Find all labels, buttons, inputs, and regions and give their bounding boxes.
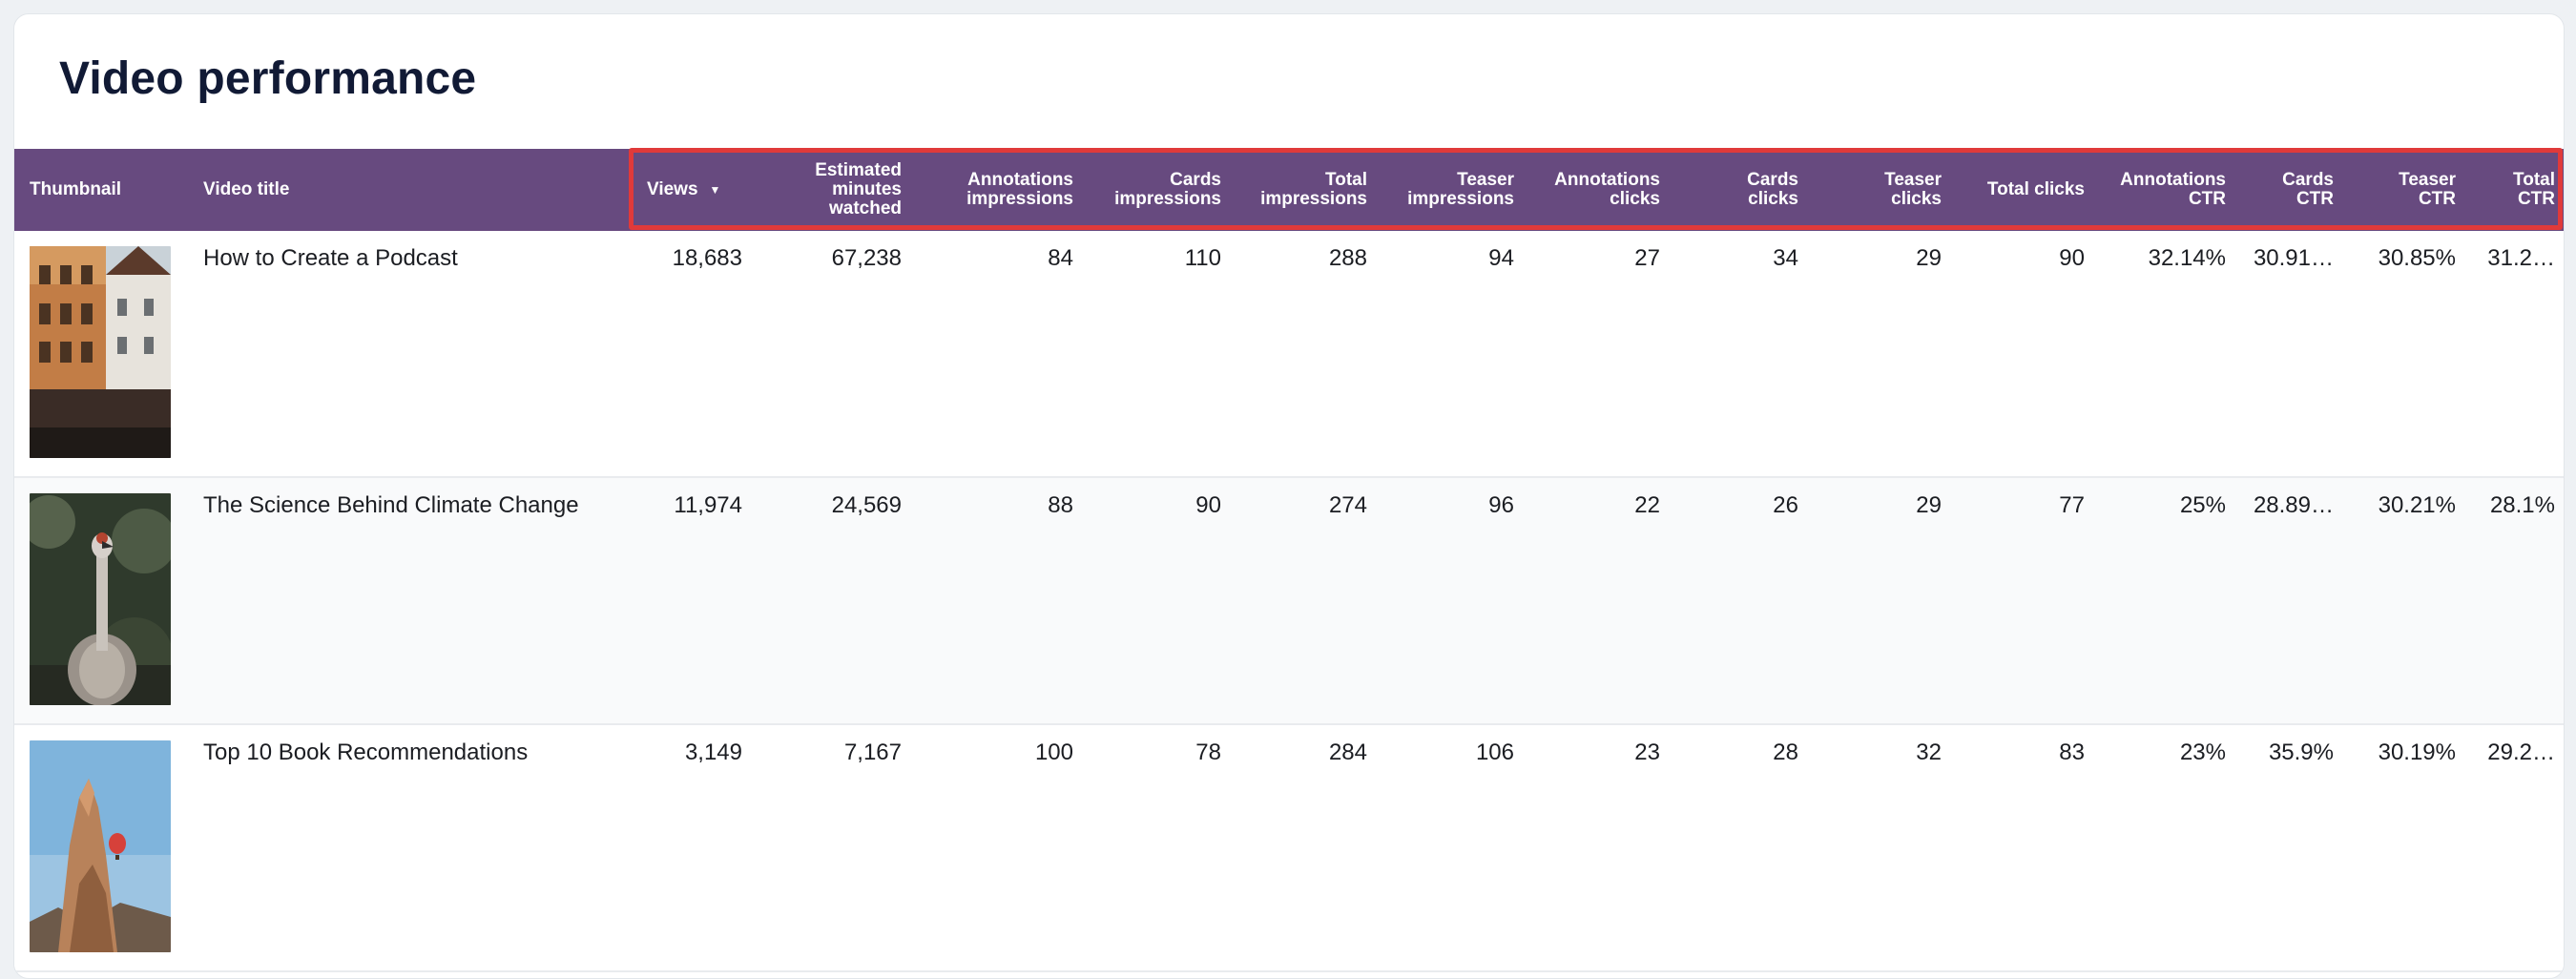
estimated-minutes-watched-cell: 24,569 — [831, 492, 902, 518]
cards-ctr-cell: 28.89… — [2253, 492, 2334, 518]
bird-thumbnail[interactable] — [30, 493, 171, 705]
annotations-ctr-cell: 32.14% — [2148, 245, 2226, 271]
cards-clicks-cell: 26 — [1773, 492, 1798, 518]
estimated-minutes-watched-cell: 67,238 — [831, 245, 902, 271]
video-title-cell[interactable]: How to Create a Podcast — [203, 245, 458, 271]
cards-clicks-cell: 28 — [1773, 739, 1798, 765]
column-header-thumbnail[interactable]: Thumbnail — [30, 179, 122, 199]
column-header-video-title[interactable]: Video title — [203, 179, 290, 199]
column-header-estimated-minutes-watched[interactable]: Estimated minutes watched — [815, 160, 902, 219]
cards-impressions-cell: 78 — [1195, 739, 1221, 765]
total-clicks-cell: 77 — [2059, 492, 2085, 518]
total-impressions-cell: 284 — [1328, 739, 1367, 765]
annotations-impressions-cell: 88 — [1048, 492, 1073, 518]
column-header-teaser-ctr[interactable]: Teaser CTR — [2399, 170, 2456, 209]
total-clicks-cell: 83 — [2059, 739, 2085, 765]
cards-clicks-cell: 34 — [1773, 245, 1798, 271]
video-performance-table: Thumbnail Video title Views ▼ Estimated … — [14, 149, 2564, 972]
table-row[interactable]: How to Create a Podcast 18,683 67,238 84… — [14, 231, 2564, 478]
cards-ctr-cell: 35.9% — [2268, 739, 2334, 765]
column-header-annotations-impressions[interactable]: Annotations impressions — [966, 170, 1073, 209]
total-ctr-cell: 31.2… — [2487, 245, 2555, 271]
views-cell: 3,149 — [684, 739, 742, 765]
bird-image — [30, 493, 171, 705]
column-header-total-ctr[interactable]: Total CTR — [2513, 170, 2555, 209]
total-ctr-cell: 28.1% — [2489, 492, 2555, 518]
teaser-clicks-cell: 29 — [1916, 492, 1942, 518]
column-header-cards-impressions[interactable]: Cards impressions — [1114, 170, 1221, 209]
rock-balloon-image — [30, 740, 171, 952]
column-header-teaser-clicks[interactable]: Teaser clicks — [1884, 170, 1942, 209]
teaser-clicks-cell: 32 — [1916, 739, 1942, 765]
total-ctr-cell: 29.2… — [2487, 739, 2555, 765]
annotations-clicks-cell: 22 — [1634, 492, 1660, 518]
estimated-minutes-watched-cell: 7,167 — [843, 739, 902, 765]
annotations-impressions-cell: 84 — [1048, 245, 1073, 271]
total-impressions-cell: 288 — [1328, 245, 1367, 271]
teaser-ctr-cell: 30.19% — [2378, 739, 2456, 765]
teaser-impressions-cell: 96 — [1488, 492, 1514, 518]
column-header-total-impressions[interactable]: Total impressions — [1260, 170, 1367, 209]
video-performance-card: Video performance Thumbnail Video title … — [13, 13, 2565, 979]
annotations-ctr-cell: 25% — [2179, 492, 2226, 518]
street-buildings-thumbnail[interactable] — [30, 246, 171, 458]
teaser-impressions-cell: 106 — [1475, 739, 1514, 765]
table-header: Thumbnail Video title Views ▼ Estimated … — [14, 149, 2564, 231]
teaser-ctr-cell: 30.85% — [2378, 245, 2456, 271]
column-header-cards-ctr[interactable]: Cards CTR — [2282, 170, 2334, 209]
cards-ctr-cell: 30.91… — [2253, 245, 2334, 271]
video-title-cell[interactable]: The Science Behind Climate Change — [203, 492, 579, 518]
cards-impressions-cell: 110 — [1184, 245, 1221, 271]
annotations-clicks-cell: 27 — [1634, 245, 1660, 271]
annotations-impressions-cell: 100 — [1034, 739, 1073, 765]
page-title: Video performance — [59, 53, 477, 104]
views-cell: 11,974 — [674, 492, 742, 518]
views-cell: 18,683 — [672, 245, 742, 271]
total-impressions-cell: 274 — [1328, 492, 1367, 518]
teaser-clicks-cell: 29 — [1916, 245, 1942, 271]
video-title-cell[interactable]: Top 10 Book Recommendations — [203, 739, 529, 765]
column-header-annotations-ctr[interactable]: Annotations CTR — [2120, 170, 2226, 209]
sort-descending-icon[interactable]: ▼ — [709, 183, 721, 197]
table-row[interactable]: Top 10 Book Recommendations 3,149 7,167 … — [14, 725, 2564, 972]
cards-impressions-cell: 90 — [1195, 492, 1221, 518]
annotations-clicks-cell: 23 — [1634, 739, 1660, 765]
column-header-cards-clicks[interactable]: Cards clicks — [1747, 170, 1798, 209]
column-header-views[interactable]: Views ▼ — [647, 179, 721, 199]
teaser-impressions-cell: 94 — [1488, 245, 1514, 271]
column-header-total-clicks[interactable]: Total clicks — [1986, 179, 2085, 199]
column-header-teaser-impressions[interactable]: Teaser impressions — [1407, 170, 1514, 209]
table-row[interactable]: The Science Behind Climate Change 11,974… — [14, 478, 2564, 725]
column-header-annotations-clicks[interactable]: Annotations clicks — [1554, 170, 1660, 209]
total-clicks-cell: 90 — [2059, 245, 2085, 271]
annotations-ctr-cell: 23% — [2179, 739, 2226, 765]
teaser-ctr-cell: 30.21% — [2378, 492, 2456, 518]
rock-balloon-thumbnail[interactable] — [30, 740, 171, 952]
street-buildings-image — [30, 246, 171, 458]
